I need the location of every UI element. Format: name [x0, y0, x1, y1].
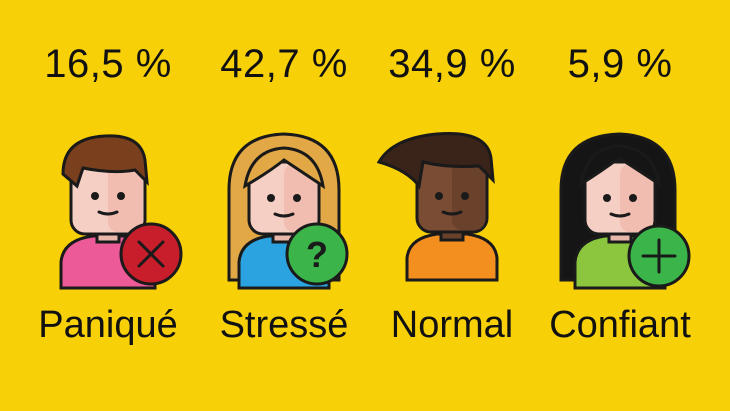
- normal-person-icon: [376, 132, 499, 282]
- data-label-panique: 16,5 %: [44, 42, 172, 86]
- data-label-confiant: 5,9 %: [567, 42, 673, 86]
- question-icon: ?: [306, 234, 328, 275]
- plus-icon: [641, 238, 677, 274]
- category-label-stresse: Stressé: [219, 304, 349, 346]
- stressed-person-icon: ?: [227, 132, 349, 290]
- x-icon: [137, 240, 165, 268]
- category-label-normal: Normal: [390, 304, 514, 346]
- category-label-confiant: Confiant: [549, 304, 691, 346]
- category-label-panique: Paniqué: [38, 304, 178, 346]
- data-label-stresse: 42,7 %: [220, 42, 348, 86]
- figure-column-normal: 34,9 % Normal: [367, 0, 537, 411]
- panicked-person-icon: [59, 134, 183, 290]
- figure-column-confiant: 5,9 % Confiant: [535, 0, 705, 411]
- confident-person-icon: [559, 132, 691, 290]
- figure-column-panique: 16,5 % Paniqué: [23, 0, 193, 411]
- figure-column-stresse: 42,7 % ? Stressé: [199, 0, 369, 411]
- data-label-normal: 34,9 %: [388, 42, 516, 86]
